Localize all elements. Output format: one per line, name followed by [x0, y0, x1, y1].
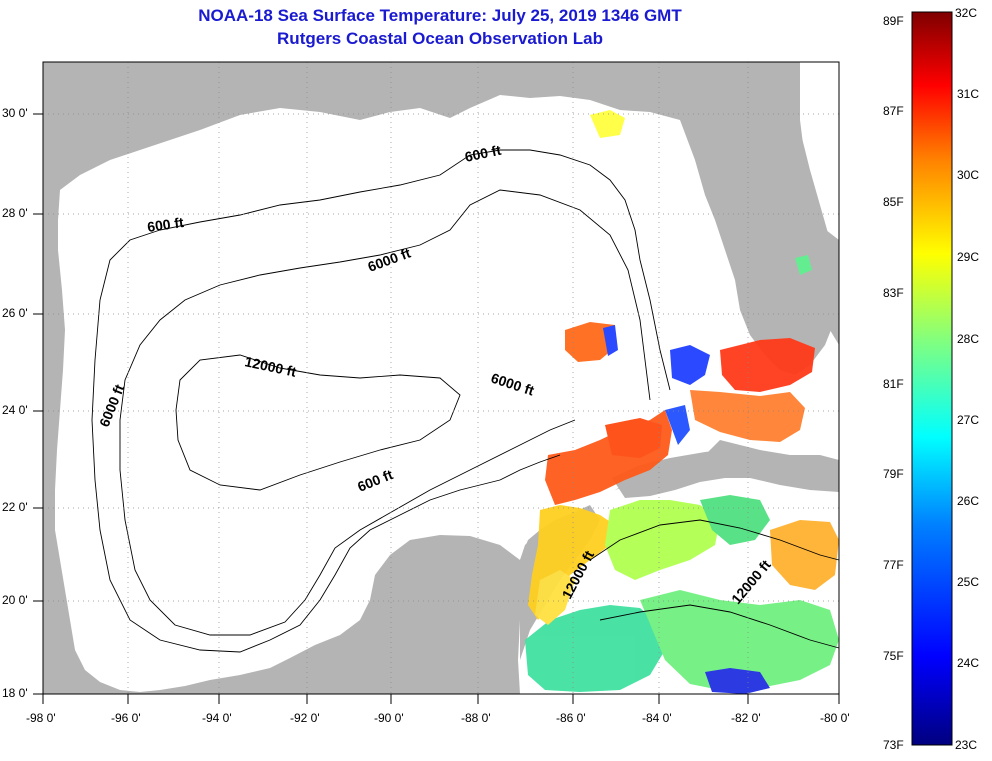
lat-lon-grid — [43, 62, 839, 694]
colorbar-label-f: 77F — [883, 558, 904, 572]
contour-6000ft-south — [119, 419, 576, 636]
lon-label: -94 0' — [202, 711, 232, 725]
colorbar-label-c: 27C — [957, 413, 980, 427]
colorbar-label-f: 81F — [883, 377, 904, 391]
map-frame — [42, 61, 840, 695]
colorbar-label-f: 89F — [883, 14, 904, 28]
contour-12000ft — [175, 354, 461, 491]
cuba-island — [612, 448, 839, 498]
axis-ticks — [33, 113, 840, 704]
lon-label: -80 0' — [820, 711, 850, 725]
contour-600ft — [99, 149, 671, 391]
map-plot-area: 600 ft 600 ft 600 ft 6000 ft 6000 ft 600… — [33, 61, 840, 704]
colorbar-label-f: 85F — [883, 195, 904, 209]
colorbar-scale — [911, 11, 953, 746]
colorbar-label-c: 25C — [957, 575, 980, 589]
lat-label: 24 0' — [2, 403, 28, 417]
colorbar-label-f: 75F — [883, 649, 904, 663]
colorbar-label-c: 30C — [957, 168, 980, 182]
lon-label: -84 0' — [642, 711, 672, 725]
colorbar-label-c: 26C — [957, 494, 980, 508]
lat-label: 30 0' — [2, 106, 28, 120]
colorbar — [911, 11, 953, 746]
contour-6000ft — [119, 189, 651, 421]
lon-label: -92 0' — [290, 711, 320, 725]
lat-label: 18 0' — [2, 686, 28, 700]
colorbar-label-c: 31C — [957, 87, 980, 101]
lat-label: 28 0' — [2, 206, 28, 220]
colorbar-label-c: 23C — [955, 738, 978, 752]
lon-label: -88 0' — [461, 711, 491, 725]
florida-peninsula — [680, 110, 838, 375]
contour-label: 600 ft — [146, 214, 185, 235]
contour-600ft-campeche — [499, 454, 561, 481]
contour-label: 600 ft — [463, 142, 502, 165]
contour-12000ft-caribbean-2 — [599, 604, 840, 649]
map-title: NOAA-18 Sea Surface Temperature: July 25… — [198, 6, 682, 25]
bathymetry-contours — [91, 149, 840, 653]
lon-label: -82 0' — [731, 711, 761, 725]
colorbar-label-f: 79F — [883, 467, 904, 481]
lon-label: -98 0' — [26, 711, 56, 725]
colorbar-label-c: 29C — [957, 250, 980, 264]
colorbar-label-c: 32C — [955, 6, 978, 20]
sst-data-patches — [525, 110, 839, 694]
colorbar-label-f: 83F — [883, 286, 904, 300]
lon-label: -86 0' — [556, 711, 586, 725]
colorbar-label-f: 73F — [883, 738, 904, 752]
gulf-ocean — [55, 95, 839, 692]
colorbar-label-f: 87F — [883, 104, 904, 118]
map-subtitle: Rutgers Coastal Ocean Observation Lab — [277, 29, 603, 48]
lat-label: 20 0' — [2, 593, 28, 607]
lat-label: 26 0' — [2, 306, 28, 320]
lon-label: -96 0' — [111, 711, 141, 725]
contour-12000ft-caribbean — [589, 519, 840, 561]
lat-label: 22 0' — [2, 500, 28, 514]
atlantic-ocean — [800, 62, 839, 240]
contour-600ft-south — [91, 299, 501, 653]
colorbar-label-c: 24C — [957, 656, 980, 670]
colorbar-label-c: 28C — [957, 332, 980, 346]
lon-label: -90 0' — [374, 711, 404, 725]
